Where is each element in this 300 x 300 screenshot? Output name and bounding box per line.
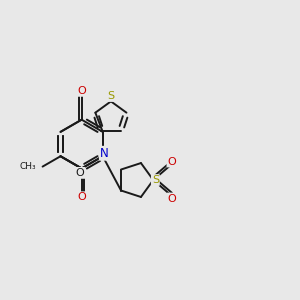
Text: O: O [167, 157, 176, 166]
Text: N: N [100, 147, 109, 160]
Text: O: O [167, 194, 176, 203]
Text: S: S [152, 175, 159, 185]
Text: O: O [77, 86, 86, 96]
Text: O: O [76, 168, 85, 178]
Text: S: S [107, 91, 115, 101]
Text: CH₃: CH₃ [20, 162, 36, 171]
Text: O: O [77, 192, 86, 202]
